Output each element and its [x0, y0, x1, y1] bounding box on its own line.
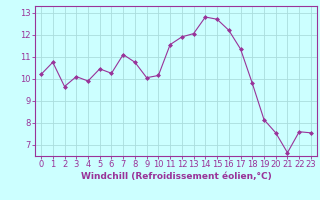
X-axis label: Windchill (Refroidissement éolien,°C): Windchill (Refroidissement éolien,°C)	[81, 172, 271, 181]
